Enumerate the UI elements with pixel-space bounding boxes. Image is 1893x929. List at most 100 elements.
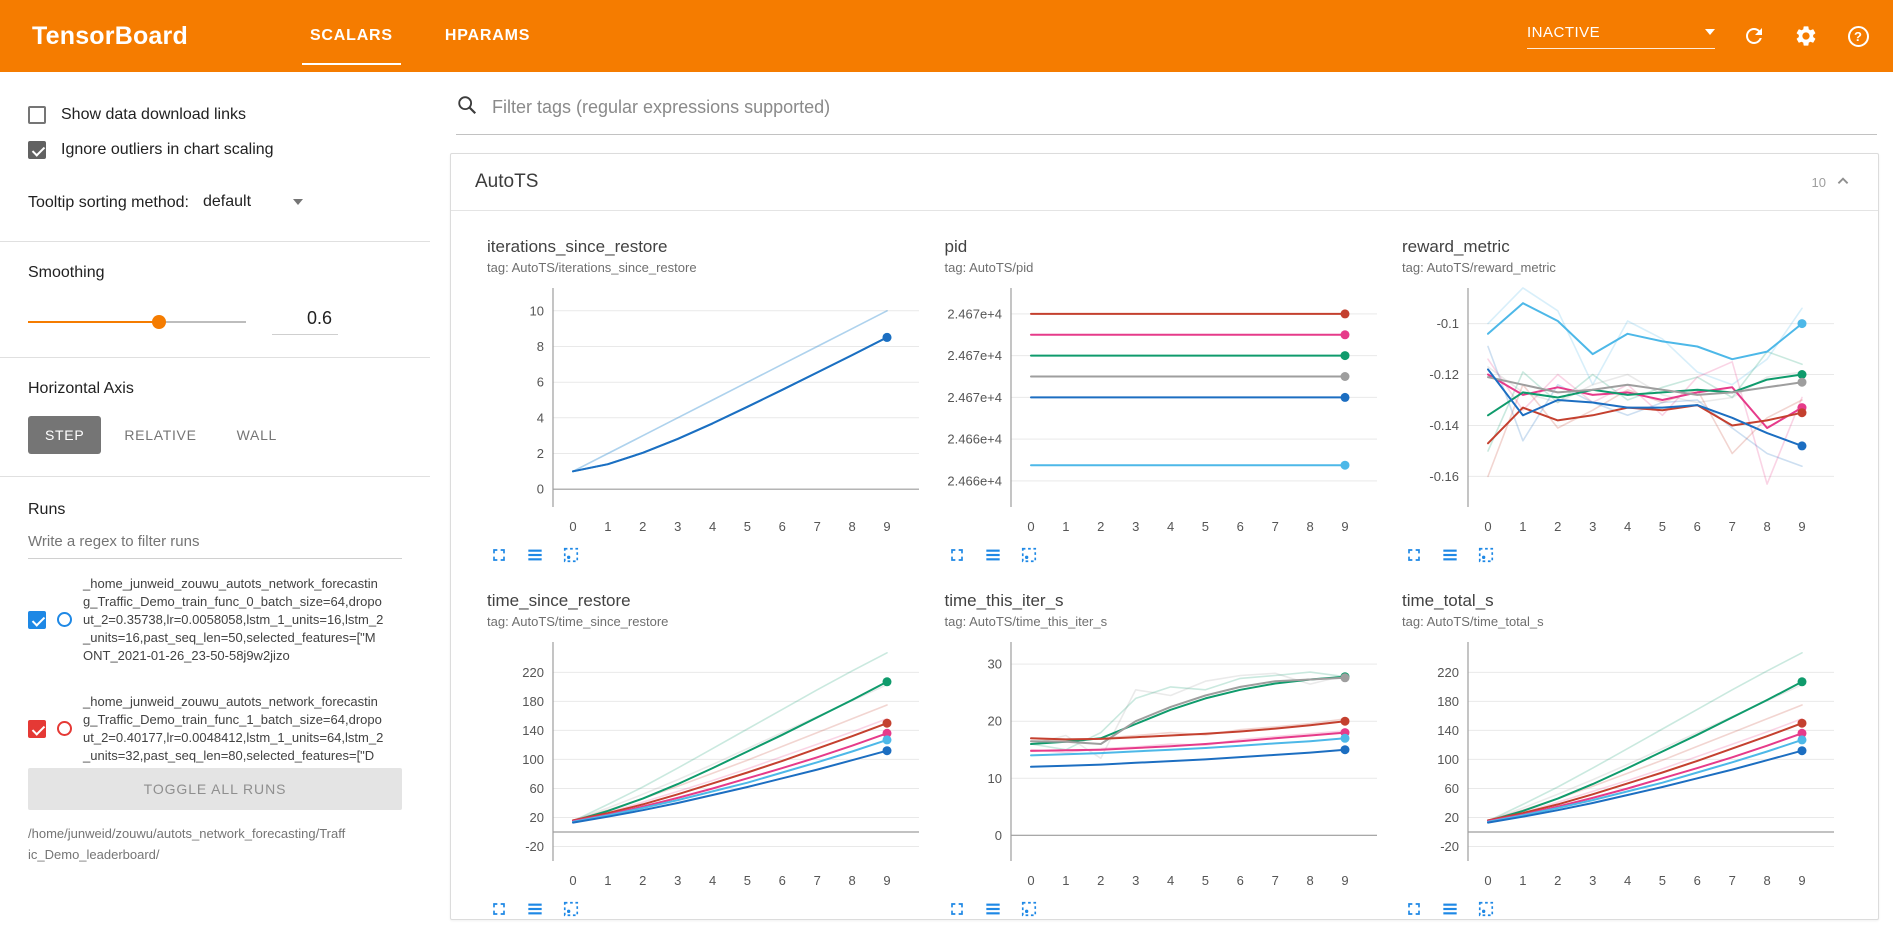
svg-text:9: 9 <box>883 873 890 888</box>
run-checkbox[interactable] <box>28 610 46 629</box>
axis-button-step[interactable]: STEP <box>28 416 102 454</box>
chart-tag: tag: AutoTS/reward_metric <box>1402 260 1556 275</box>
fit-domain-icon[interactable] <box>561 545 581 565</box>
charts-grid: iterations_since_restore tag: AutoTS/iter… <box>451 211 1878 919</box>
smoothing-value[interactable]: 0.6 <box>272 308 338 335</box>
svg-text:4: 4 <box>537 410 544 425</box>
svg-text:7: 7 <box>814 873 821 888</box>
axis-button-relative[interactable]: RELATIVE <box>107 416 213 454</box>
svg-text:0: 0 <box>1484 873 1491 888</box>
svg-text:2: 2 <box>1097 873 1104 888</box>
fit-domain-icon[interactable] <box>1476 899 1496 919</box>
expand-chart-icon[interactable] <box>947 899 967 919</box>
fit-domain-icon[interactable] <box>1019 899 1039 919</box>
svg-text:1: 1 <box>1062 519 1069 534</box>
svg-text:4: 4 <box>1624 873 1631 888</box>
tooltip-sorting-dropdown[interactable]: default <box>203 193 303 213</box>
chart-title: iterations_since_restore <box>487 237 668 256</box>
svg-text:2: 2 <box>1554 873 1561 888</box>
data-table-icon[interactable] <box>983 545 1003 565</box>
expand-chart-icon[interactable] <box>1404 899 1424 919</box>
svg-text:20: 20 <box>530 810 544 825</box>
data-table-icon[interactable] <box>525 899 545 919</box>
checkbox-icon[interactable] <box>28 141 46 159</box>
chart-tag: tag: AutoTS/iterations_since_restore <box>487 260 697 275</box>
gear-icon[interactable] <box>1793 23 1819 49</box>
smoothing-slider[interactable] <box>28 314 246 329</box>
expand-chart-icon[interactable] <box>947 545 967 565</box>
help-icon[interactable]: ? <box>1845 23 1871 49</box>
svg-text:4: 4 <box>1166 873 1173 888</box>
chart-actions <box>1404 545 1842 565</box>
svg-text:0: 0 <box>1027 519 1034 534</box>
svg-text:1: 1 <box>1519 519 1526 534</box>
refresh-icon[interactable] <box>1741 23 1767 49</box>
svg-text:1: 1 <box>604 873 611 888</box>
tab-hparams[interactable]: HPARAMS <box>444 27 531 44</box>
chart-card-reward_metric: reward_metric tag: AutoTS/reward_metric -0… <box>1402 237 1842 565</box>
svg-text:3: 3 <box>1589 519 1596 534</box>
run-radio[interactable] <box>57 612 72 628</box>
app-header: TensorBoard SCALARS HPARAMS INACTIVE ? <box>0 0 1893 72</box>
chevron-up-icon[interactable] <box>1832 170 1854 195</box>
data-table-icon[interactable] <box>983 899 1003 919</box>
data-table-icon[interactable] <box>1440 545 1460 565</box>
toggle-all-runs-button[interactable]: TOGGLE ALL RUNS <box>28 768 402 811</box>
run-list: _home_junweid_zouwu_autots_network_forec… <box>28 575 402 764</box>
svg-text:220: 220 <box>522 665 544 680</box>
expand-chart-icon[interactable] <box>489 545 509 565</box>
card-header[interactable]: AutoTS 10 <box>451 154 1878 211</box>
chart-plot[interactable]: -20 20 60 100 140 180 220 0 1 2 3 4 5 6 7 8 9 <box>1402 635 1842 895</box>
chart-plot[interactable]: -0.1 -0.12 -0.14 -0.16 0 1 2 3 4 5 6 7 8 9 <box>1402 281 1842 541</box>
chart-plot[interactable]: 0 10 20 30 0 1 2 3 4 5 6 7 8 9 <box>945 635 1385 895</box>
fit-domain-icon[interactable] <box>1476 545 1496 565</box>
option-ignore-outliers[interactable]: Ignore outliers in chart scaling <box>28 141 402 159</box>
expand-chart-icon[interactable] <box>1404 545 1424 565</box>
axis-button-wall[interactable]: WALL <box>220 416 294 454</box>
svg-text:1: 1 <box>604 519 611 534</box>
run-checkbox[interactable] <box>28 719 46 738</box>
chart-plot[interactable]: 2.467e+4 2.467e+4 2.467e+4 2.466e+4 2.466e+4… <box>945 281 1385 541</box>
chart-tag: tag: AutoTS/time_this_iter_s <box>944 614 1108 629</box>
svg-text:2.466e+4: 2.466e+4 <box>947 432 1002 447</box>
fit-domain-icon[interactable] <box>1019 545 1039 565</box>
data-table-icon[interactable] <box>525 545 545 565</box>
svg-text:140: 140 <box>1437 723 1459 738</box>
svg-text:5: 5 <box>744 519 751 534</box>
filter-tags-input[interactable] <box>492 97 1877 118</box>
svg-text:7: 7 <box>1271 873 1278 888</box>
runs-label: Runs <box>28 501 66 518</box>
status-dropdown[interactable]: INACTIVE <box>1527 24 1715 49</box>
svg-text:4: 4 <box>1166 519 1173 534</box>
card-title: AutoTS <box>475 171 539 192</box>
svg-text:5: 5 <box>1201 873 1208 888</box>
chart-plot[interactable]: 0 2 4 6 8 10 0 1 2 3 4 5 6 7 8 9 <box>487 281 927 541</box>
svg-text:8: 8 <box>848 519 855 534</box>
chart-card-time_this_iter_s: time_this_iter_s tag: AutoTS/time_this_it… <box>945 591 1385 919</box>
svg-text:140: 140 <box>522 723 544 738</box>
checkbox-icon[interactable] <box>28 106 46 124</box>
run-radio[interactable] <box>57 721 72 737</box>
svg-text:8: 8 <box>537 339 544 354</box>
slider-thumb[interactable] <box>151 314 166 329</box>
svg-text:0: 0 <box>994 828 1001 843</box>
svg-text:2.466e+4: 2.466e+4 <box>947 473 1002 488</box>
option-show-download-links[interactable]: Show data download links <box>28 106 402 124</box>
runs-filter-input[interactable] <box>28 523 402 559</box>
svg-text:4: 4 <box>709 519 716 534</box>
svg-text:220: 220 <box>1437 665 1459 680</box>
svg-text:8: 8 <box>1763 873 1770 888</box>
svg-text:7: 7 <box>1729 873 1736 888</box>
data-table-icon[interactable] <box>1440 899 1460 919</box>
fit-domain-icon[interactable] <box>561 899 581 919</box>
run-item: _home_junweid_zouwu_autots_network_forec… <box>28 693 402 765</box>
sidebar: Show data download links Ignore outliers… <box>0 72 430 929</box>
divider <box>0 241 430 242</box>
expand-chart-icon[interactable] <box>489 899 509 919</box>
run-item: _home_junweid_zouwu_autots_network_forec… <box>28 575 402 665</box>
run-label: _home_junweid_zouwu_autots_network_forec… <box>83 693 384 763</box>
axis-buttons: STEP RELATIVE WALL <box>28 416 402 454</box>
tab-scalars[interactable]: SCALARS <box>284 0 419 72</box>
chart-plot[interactable]: -20 20 60 100 140 180 220 0 1 2 3 4 5 6 7 8 9 <box>487 635 927 895</box>
svg-text:10: 10 <box>987 771 1001 786</box>
